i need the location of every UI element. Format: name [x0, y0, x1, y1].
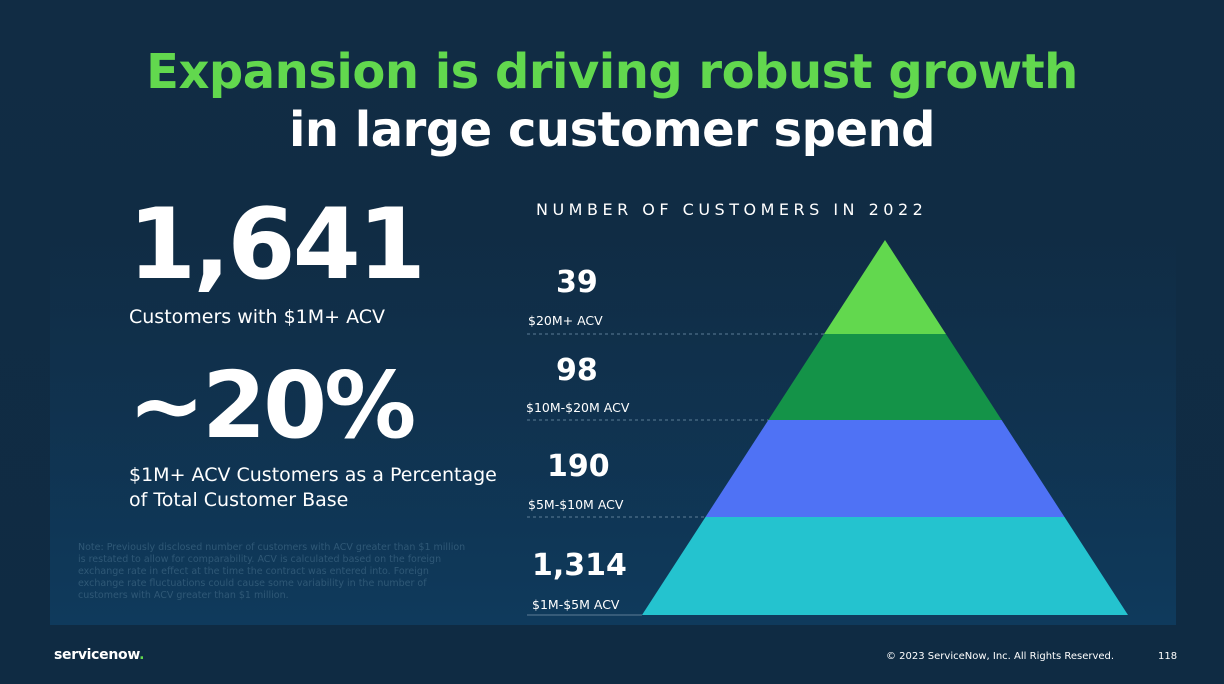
- customers-count-label: Customers with $1M+ ACV: [129, 306, 386, 328]
- pyramid-tier-5m-10m: [705, 420, 1065, 517]
- pyramid-tier-10m-20m: [768, 334, 1002, 420]
- footnote: Note: Previously disclosed number of cus…: [78, 542, 466, 601]
- tier-value-20m-plus: 39: [556, 265, 598, 300]
- chart-title: NUMBER OF CUSTOMERS IN 2022: [536, 200, 928, 219]
- tier-value-10m-20m: 98: [556, 353, 598, 388]
- copyright-text: © 2023 ServiceNow, Inc. All Rights Reser…: [886, 651, 1115, 662]
- tier-label-20m-plus: $20M+ ACV: [528, 313, 603, 328]
- tier-label-1m-5m: $1M-$5M ACV: [532, 597, 620, 612]
- slide-title-line1: Expansion is driving robust growth: [146, 44, 1078, 100]
- logo-text: servicenow: [54, 647, 140, 663]
- percent-value: ~20%: [128, 352, 416, 459]
- pyramid-tier-20m-plus: [824, 240, 946, 334]
- tier-value-5m-10m: 190: [547, 449, 610, 484]
- customers-count: 1,641: [128, 188, 426, 302]
- servicenow-logo: servicenow.: [54, 647, 144, 663]
- percent-label: $1M+ ACV Customers as a Percentage of To…: [129, 464, 497, 511]
- logo-dot: .: [139, 647, 145, 663]
- page-number: 118: [1158, 651, 1178, 662]
- tier-value-1m-5m: 1,314: [532, 548, 627, 583]
- tier-label-5m-10m: $5M-$10M ACV: [528, 497, 624, 512]
- slide-title-line2: in large customer spend: [288, 102, 936, 158]
- tier-label-10m-20m: $10M-$20M ACV: [526, 400, 630, 415]
- pyramid-tier-1m-5m: [642, 517, 1128, 615]
